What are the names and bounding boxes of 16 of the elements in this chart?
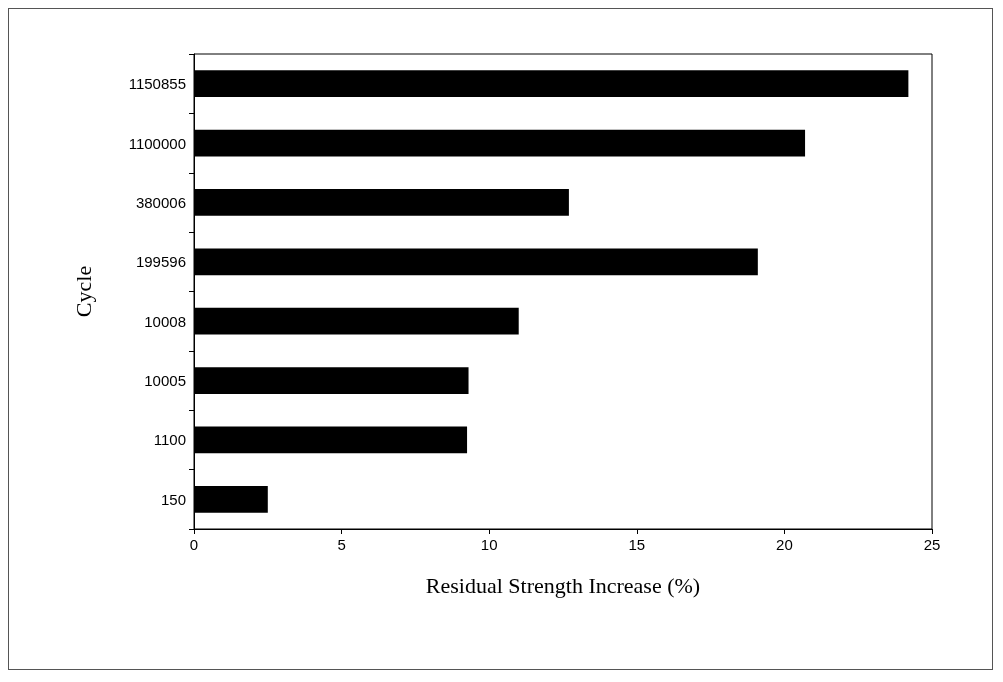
y-tick-label: 199596 xyxy=(135,253,186,271)
y-tick-label: 1100000 xyxy=(128,134,186,152)
y-tick-label: 10008 xyxy=(144,312,186,330)
x-tick-label: 10 xyxy=(480,536,498,553)
y-tick-label: 10005 xyxy=(144,372,186,390)
y-axis-title: Cycle xyxy=(70,265,96,318)
x-tick-label: 0 xyxy=(189,536,199,553)
x-tick-label: 25 xyxy=(923,536,941,553)
x-axis-title: Residual Strength Increase (%) xyxy=(425,572,701,598)
y-tick-label: 1150855 xyxy=(128,75,186,93)
y-tick-label: 150 xyxy=(160,490,186,508)
x-tick-label: 5 xyxy=(337,536,346,553)
y-tick-label: 380006 xyxy=(135,193,186,211)
y-tick-label: 1100 xyxy=(153,431,186,449)
x-tick-label: 15 xyxy=(628,536,646,553)
x-tick-label: 20 xyxy=(776,536,793,553)
